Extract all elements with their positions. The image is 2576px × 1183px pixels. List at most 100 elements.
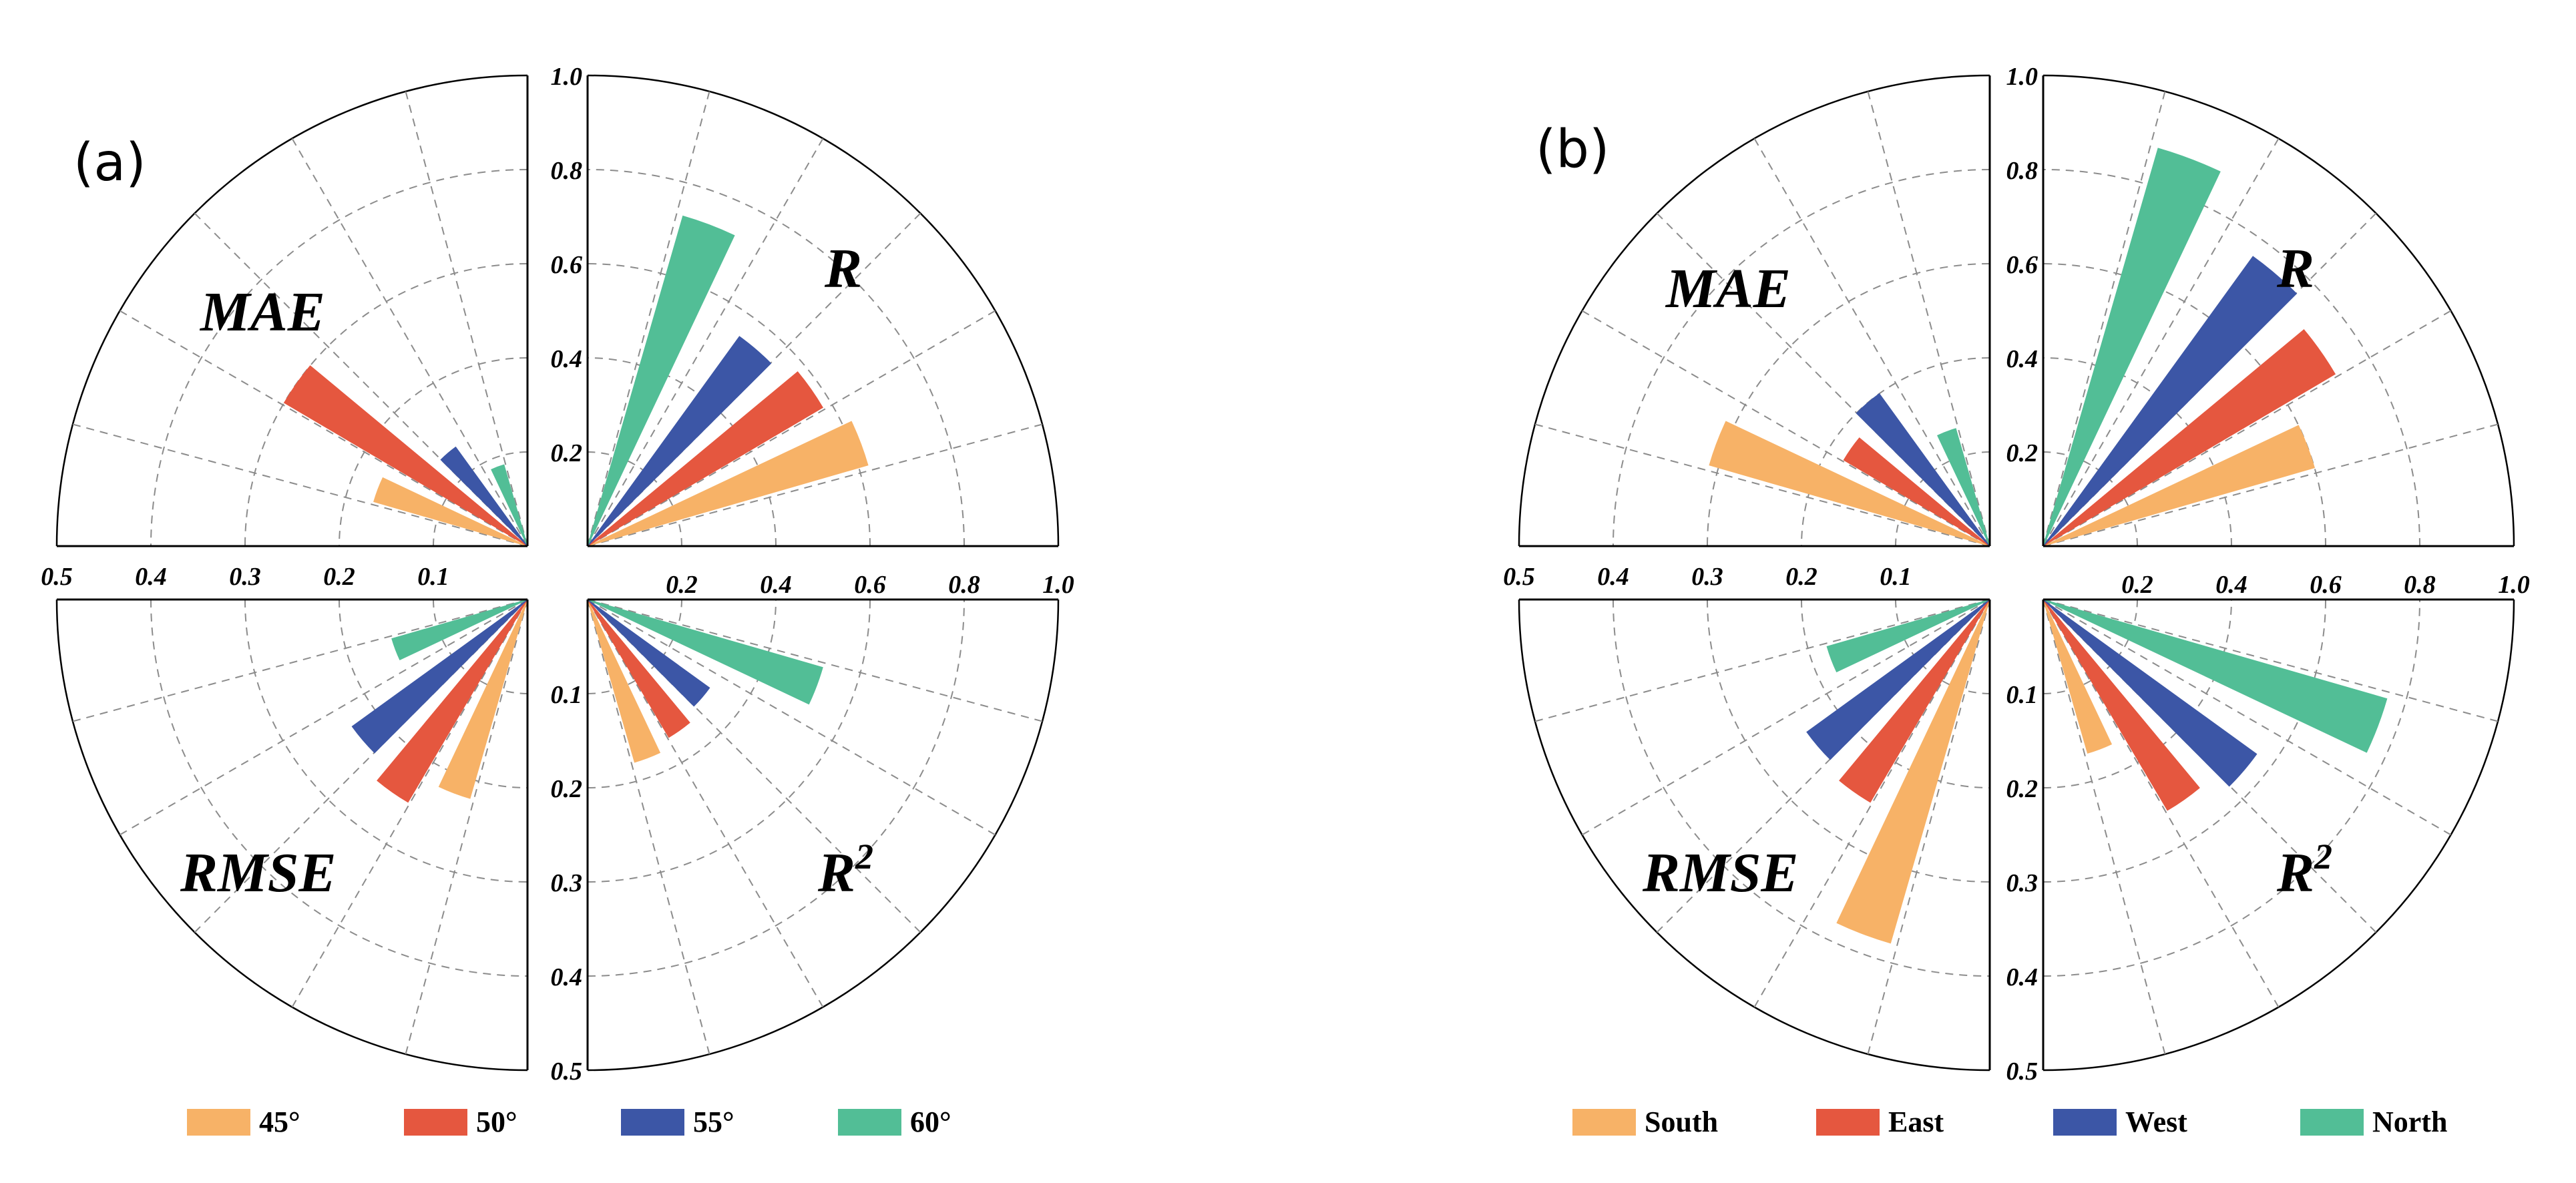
legend-label-West: West xyxy=(2125,1106,2187,1138)
metric-label-r2: R2 xyxy=(2276,837,2332,904)
bar-r-South xyxy=(2043,425,2316,547)
metric-label-r2-sup: 2 xyxy=(2314,837,2332,877)
bar-rmse-West xyxy=(1806,599,1990,760)
legend-swatch-North xyxy=(2300,1109,2364,1136)
r-horizontal-tick-label: 0.4 xyxy=(2215,571,2247,599)
panel-b: 0.2 0.4 0.6 0.8 1.0 0.2 0.4 0.6 0.8 1.0 0.1 0.2 0.3 0… xyxy=(1503,63,2530,1138)
r2-tick-label: 0.5 xyxy=(2006,1057,2038,1086)
bar-mae-50° xyxy=(283,365,528,547)
panel-a: 0.2 0.4 0.6 0.8 1.0 0.2 0.4 0.6 0.8 1.0 0.1 0.2 0.3 0… xyxy=(41,63,1074,1138)
bar-mae-North xyxy=(1937,428,1990,547)
r2-tick-label: 0.4 xyxy=(551,963,583,991)
mae-tick-label: 0.3 xyxy=(1691,563,1723,591)
metric-label-rmse: RMSE xyxy=(180,842,336,904)
legend-swatch-West xyxy=(2053,1109,2117,1136)
r2-grid-arc xyxy=(2043,599,2420,977)
bar-rmse-60° xyxy=(391,599,528,661)
r2-tick-label: 0.5 xyxy=(551,1057,583,1086)
bar-r2-55° xyxy=(587,599,710,707)
bar-r-West xyxy=(2043,256,2298,547)
legend-swatch-South xyxy=(1572,1109,1636,1136)
mae-grid-arc xyxy=(1613,169,1990,547)
r-horizontal-tick-label: 0.8 xyxy=(2404,571,2436,599)
tick-labels: 0.2 0.4 0.6 0.8 1.0 0.2 0.4 0.6 0.8 1.0 0.1 0.2 0.3 0… xyxy=(41,63,1074,1086)
r-tick-label: 1.0 xyxy=(2006,63,2038,91)
bar-rmse-North xyxy=(1826,599,1990,673)
mae-tick-label: 0.4 xyxy=(1597,563,1629,591)
r-tick-label: 1.0 xyxy=(551,63,583,91)
bar-r-East xyxy=(2043,329,2336,547)
r-tick-label: 0.6 xyxy=(551,251,583,279)
bar-mae-West xyxy=(1856,393,1990,547)
bar-r-50° xyxy=(587,371,824,547)
r-grid-arc xyxy=(587,169,965,547)
bar-mae-East xyxy=(1843,437,1990,547)
tick-labels: 0.2 0.4 0.6 0.8 1.0 0.2 0.4 0.6 0.8 1.0 0.1 0.2 0.3 0… xyxy=(1503,63,2530,1086)
r2-tick-label: 0.3 xyxy=(551,869,583,897)
legend-swatch-45° xyxy=(187,1109,250,1136)
bar-mae-55° xyxy=(440,446,528,547)
mae-tick-label: 0.5 xyxy=(1503,563,1535,591)
bar-r2-North xyxy=(2043,599,2388,753)
legend-label-South: South xyxy=(1645,1106,1718,1138)
r2-tick-label: 0.2 xyxy=(551,775,583,803)
legend-swatch-East xyxy=(1816,1109,1880,1136)
bar-r2-60° xyxy=(587,599,823,705)
bar-r-North xyxy=(2043,148,2221,547)
bar-r-45° xyxy=(587,421,869,547)
bar-r2-East xyxy=(2043,599,2200,811)
bar-rmse-55° xyxy=(351,599,528,754)
legend-label-55°: 55° xyxy=(693,1106,734,1138)
legend-label-60°: 60° xyxy=(910,1106,951,1138)
bar-rmse-50° xyxy=(377,599,528,803)
r-tick-label: 0.8 xyxy=(551,157,583,185)
mae-tick-label: 0.2 xyxy=(1785,563,1817,591)
legend-label-45°: 45° xyxy=(259,1106,300,1138)
bar-r2-South xyxy=(2043,599,2113,754)
bar-r2-45° xyxy=(587,599,661,763)
bar-rmse-East xyxy=(1839,599,1990,803)
axes xyxy=(1519,75,2514,1070)
bar-mae-45° xyxy=(373,477,528,547)
mae-tick-label: 0.2 xyxy=(323,563,355,591)
mae-tick-label: 0.1 xyxy=(1880,563,1912,591)
r-horizontal-tick-label: 0.6 xyxy=(854,571,886,599)
r-grid-arc xyxy=(2043,169,2420,547)
r-horizontal-tick-label: 0.6 xyxy=(2310,571,2342,599)
bars xyxy=(283,215,869,803)
mae-tick-label: 0.1 xyxy=(417,563,449,591)
metric-label-rmse: RMSE xyxy=(1642,842,1798,904)
legend-label-North: North xyxy=(2372,1106,2447,1138)
metric-label-r2-base: R xyxy=(817,842,855,904)
r-horizontal-tick-label: 1.0 xyxy=(1042,571,1074,599)
r-horizontal-tick-label: 0.2 xyxy=(2121,571,2153,599)
legend-swatch-60° xyxy=(838,1109,901,1136)
r-tick-label: 0.6 xyxy=(2006,251,2038,279)
legend: 45° 50° 55° 60° xyxy=(187,1106,951,1138)
panel-label: (b) xyxy=(1536,120,1609,180)
r2-grid-arc xyxy=(587,599,965,977)
bar-r2-West xyxy=(2043,599,2258,787)
mae-grid-arc xyxy=(150,169,528,547)
rmse-grid-arc xyxy=(1613,599,1990,977)
r2-tick-label: 0.3 xyxy=(2006,869,2038,897)
grid xyxy=(55,74,1060,1072)
bar-r2-50° xyxy=(587,599,690,738)
r2-tick-label: 0.2 xyxy=(2006,775,2038,803)
bar-r-60° xyxy=(587,215,735,547)
r-tick-label: 0.2 xyxy=(2006,439,2038,467)
r2-tick-label: 0.4 xyxy=(2006,963,2038,991)
metric-label-r: R xyxy=(2276,238,2314,300)
r-tick-label: 0.8 xyxy=(2006,157,2038,185)
panel-label: (a) xyxy=(73,133,146,193)
legend-label-50°: 50° xyxy=(476,1106,517,1138)
bar-mae-60° xyxy=(491,464,528,547)
bar-rmse-South xyxy=(1836,599,1990,944)
r-horizontal-tick-label: 0.8 xyxy=(948,571,980,599)
metric-label-mae: MAE xyxy=(199,281,325,343)
r-tick-label: 0.4 xyxy=(2006,345,2038,373)
grid xyxy=(1518,74,2515,1072)
metric-label-r2-sup: 2 xyxy=(855,837,873,877)
metric-label-r2-base: R xyxy=(2276,842,2314,904)
r2-tick-label: 0.1 xyxy=(2006,681,2038,709)
